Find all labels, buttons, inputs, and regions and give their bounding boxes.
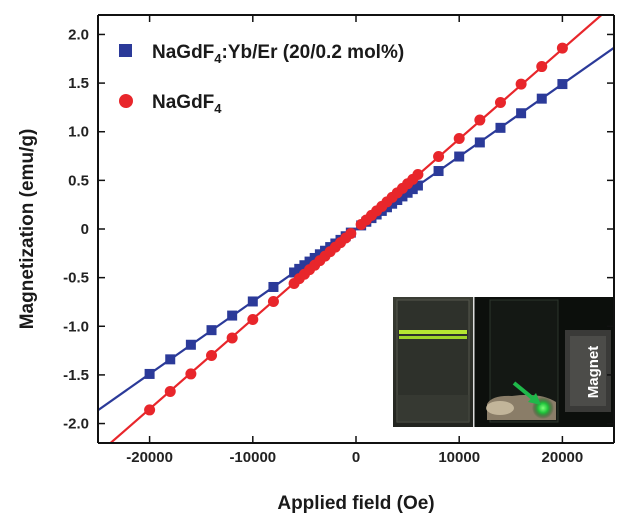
data-point-series-0 — [407, 184, 418, 195]
x-tick-label: 10000 — [438, 449, 480, 466]
data-point-series-1 — [515, 78, 527, 90]
data-markers — [144, 42, 568, 416]
legend: NaGdF4:Yb/Er (20/0.2 mol%) NaGdF4 — [119, 42, 404, 116]
legend-entry-doped-rest: :Yb/Er (20/0.2 mol%) — [222, 42, 405, 63]
magnet-face — [570, 336, 606, 406]
y-tick-label: -2.0 — [63, 416, 89, 433]
data-point-series-0 — [536, 93, 547, 104]
x-tick-label: -20000 — [126, 449, 173, 466]
data-point-series-1 — [247, 313, 259, 325]
data-point-series-0 — [309, 252, 320, 263]
data-point-series-1 — [185, 368, 197, 380]
legend-square-marker — [119, 44, 132, 57]
legend-entry-undoped-sub: 4 — [214, 101, 222, 116]
data-point-series-1 — [474, 114, 486, 126]
legend-circle-marker — [119, 94, 133, 108]
y-axis-title: Magnetization (emu/g) — [17, 129, 38, 330]
data-point-series-0 — [495, 122, 506, 133]
left-vial-green-band-lower — [399, 336, 467, 339]
y-tick-label: 2.0 — [68, 26, 89, 43]
data-point-series-1 — [226, 332, 238, 344]
data-point-series-0 — [165, 354, 176, 365]
left-vial-bottom — [397, 395, 469, 422]
legend-entry-doped-main: NaGdF — [152, 42, 214, 63]
magnet-label: Magnet — [585, 346, 602, 399]
vial-base-highlight — [486, 401, 514, 415]
x-tick-label: 20000 — [542, 449, 584, 466]
y-tick-label: 1.0 — [68, 124, 89, 141]
data-point-series-0 — [227, 310, 238, 321]
fit-line-series-1 — [108, 15, 604, 443]
data-point-series-1 — [556, 42, 568, 54]
data-point-series-0 — [304, 256, 315, 267]
data-point-series-1 — [206, 349, 218, 361]
data-point-series-0 — [268, 281, 279, 292]
data-point-series-1 — [494, 97, 506, 109]
legend-entry-doped-sub: 4 — [214, 51, 222, 66]
axis-tick-labels: -20000 -10000 0 10000 20000 2.0 1.5 1.0 0.5 0 -0.5… — [63, 26, 583, 466]
data-point-series-0 — [294, 263, 305, 274]
fit-lines — [98, 15, 614, 443]
left-vial-green-band-upper — [399, 330, 467, 334]
data-point-series-0 — [185, 339, 196, 350]
axis-ticks — [98, 15, 614, 443]
legend-entry-doped: NaGdF4:Yb/Er (20/0.2 mol%) — [152, 42, 404, 66]
data-point-series-1 — [412, 169, 424, 181]
x-axis-title: Applied field (Oe) — [277, 493, 434, 514]
arrow-icon — [528, 393, 541, 405]
y-tick-label: 0.5 — [68, 172, 89, 189]
y-tick-label: -1.5 — [63, 367, 89, 384]
data-point-series-0 — [433, 166, 444, 177]
data-point-series-1 — [164, 385, 176, 397]
data-point-series-0 — [392, 195, 403, 206]
data-point-series-1 — [433, 151, 445, 163]
y-tick-label: -0.5 — [63, 270, 89, 287]
legend-entry-undoped: NaGdF4 — [152, 92, 222, 116]
data-point-series-1 — [144, 404, 156, 416]
data-point-series-0 — [397, 191, 408, 202]
data-point-series-0 — [474, 137, 485, 148]
data-point-series-0 — [412, 180, 423, 191]
data-point-series-0 — [516, 108, 527, 119]
inset-photo: Magnet — [393, 297, 613, 427]
data-point-series-1 — [536, 61, 548, 73]
y-tick-label: 1.5 — [68, 75, 89, 92]
inset-photo-divider — [473, 297, 475, 427]
data-point-series-1 — [345, 227, 357, 239]
data-point-series-0 — [402, 187, 413, 198]
data-point-series-1 — [453, 133, 465, 145]
data-point-series-0 — [206, 325, 217, 336]
data-point-series-0 — [289, 267, 300, 278]
data-point-series-0 — [144, 368, 155, 379]
x-tick-label: 0 — [352, 449, 360, 466]
data-point-series-1 — [267, 295, 279, 307]
y-tick-label: 0 — [81, 221, 89, 238]
y-tick-label: -1.0 — [63, 318, 89, 335]
legend-entry-undoped-main: NaGdF — [152, 92, 214, 113]
data-point-series-0 — [557, 79, 568, 90]
x-tick-label: -10000 — [229, 449, 276, 466]
data-point-series-0 — [454, 151, 465, 162]
data-point-series-0 — [247, 296, 258, 307]
data-point-series-0 — [299, 260, 310, 271]
